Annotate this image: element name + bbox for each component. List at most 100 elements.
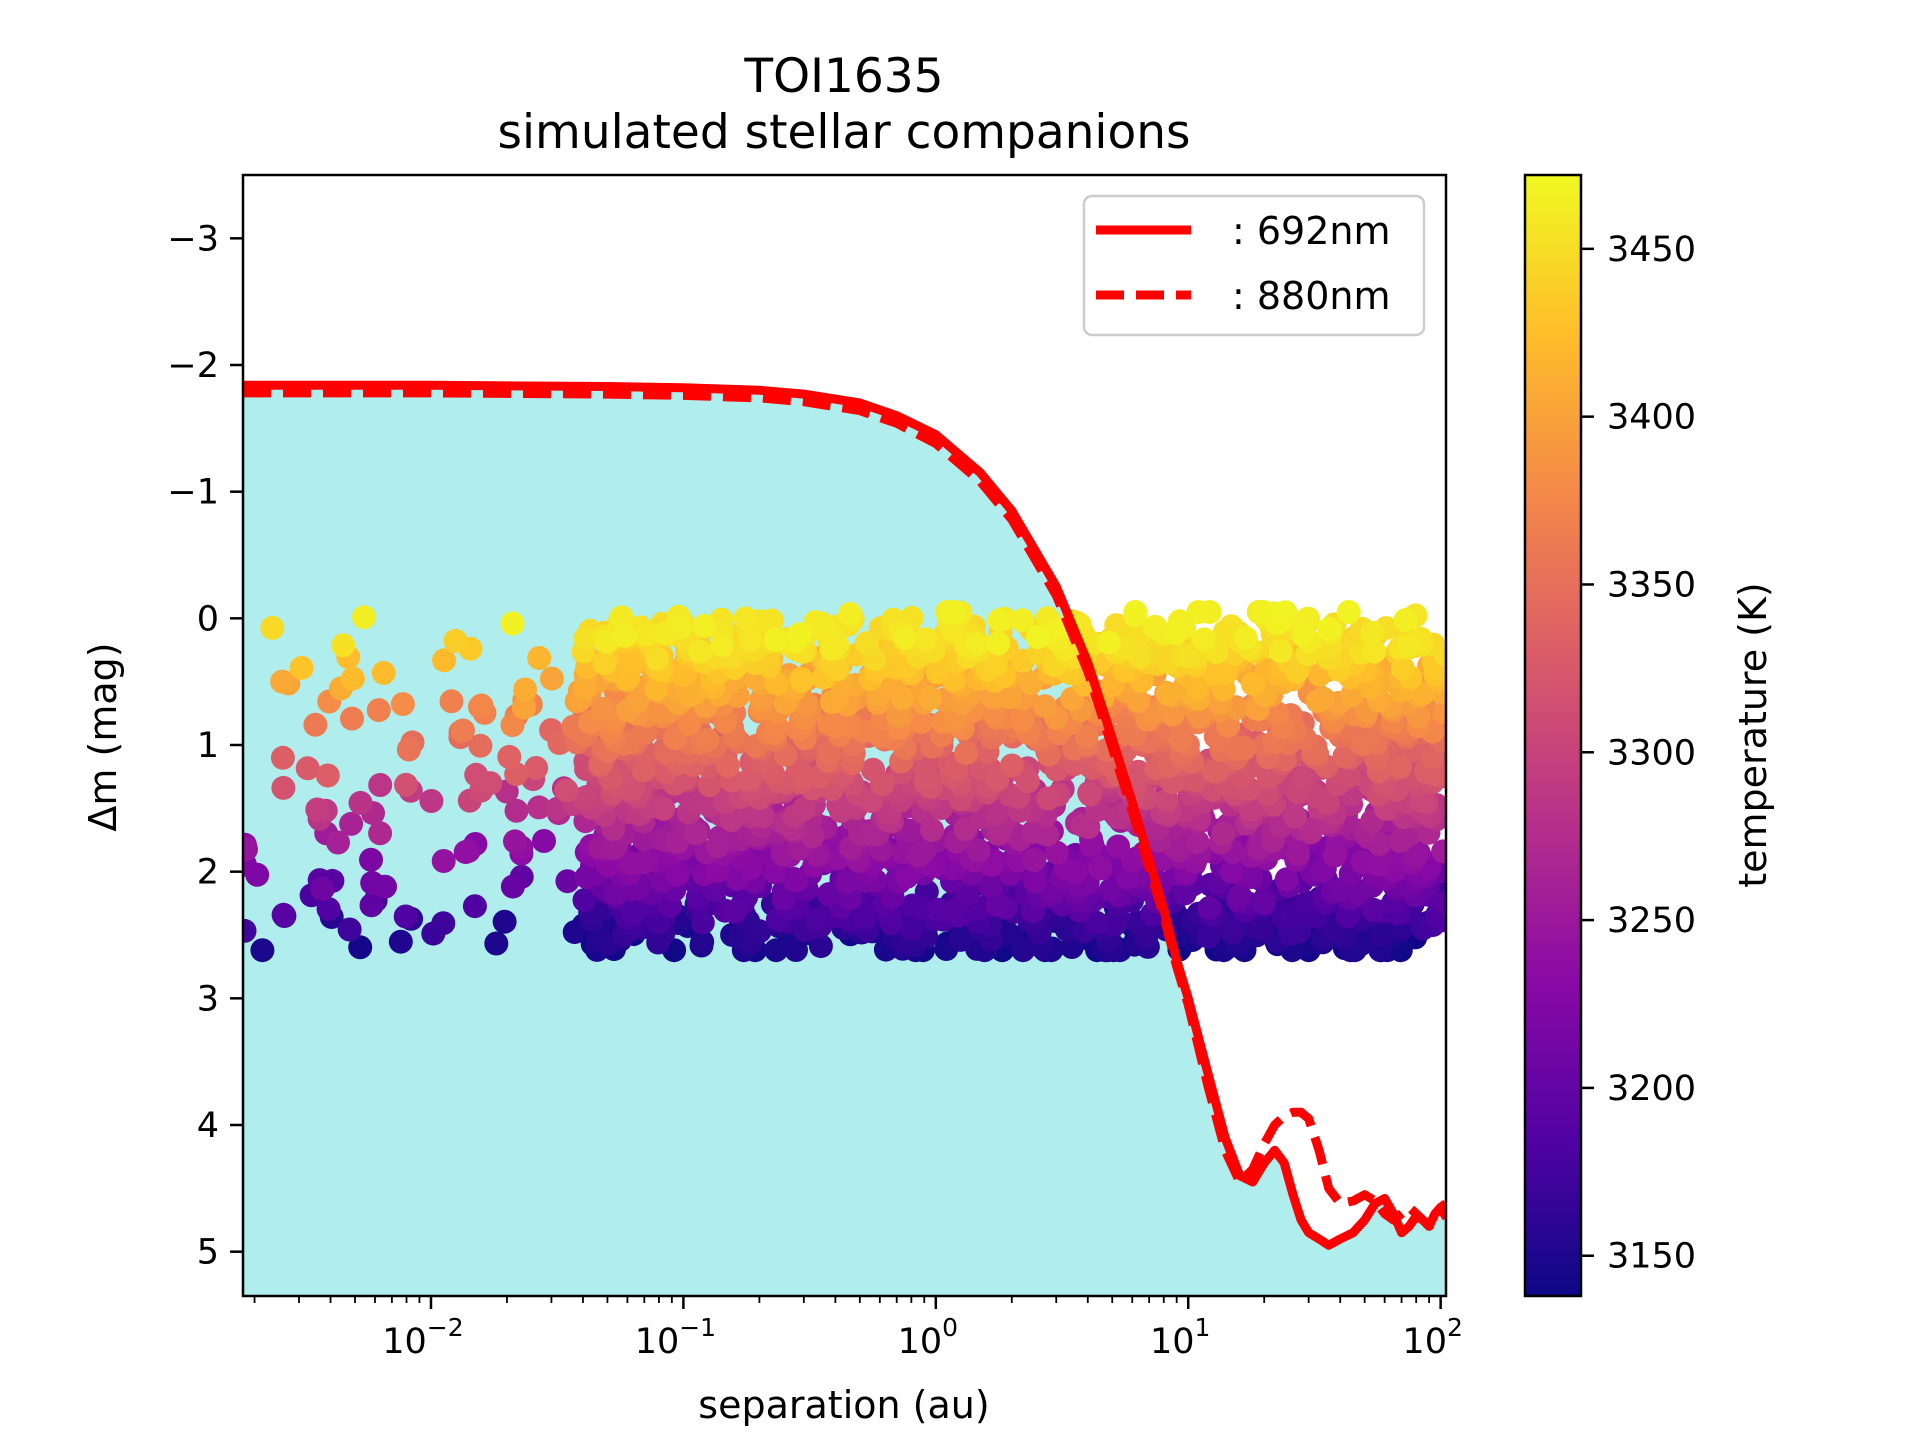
scatter-point bbox=[1196, 924, 1221, 949]
colorbar-tick-label: 3450 bbox=[1607, 230, 1696, 270]
legend-label-692nm: : 692nm bbox=[1232, 209, 1391, 253]
y-tick-label: 3 bbox=[197, 979, 219, 1019]
scatter-point bbox=[808, 934, 833, 959]
y-tick-label: −3 bbox=[167, 219, 219, 259]
scatter-point bbox=[747, 919, 772, 944]
scatter-point bbox=[695, 727, 720, 752]
scatter-point bbox=[1201, 759, 1226, 784]
scatter-point bbox=[890, 686, 915, 711]
x-tick-label: 100 bbox=[898, 1313, 958, 1362]
scatter-point bbox=[764, 938, 789, 963]
scatter-point bbox=[1143, 614, 1167, 639]
y-tick-label: 1 bbox=[197, 726, 219, 766]
scatter-point bbox=[948, 927, 973, 952]
scatter-point bbox=[1362, 639, 1387, 664]
scatter-point bbox=[1396, 633, 1421, 658]
colorbar-tick-label: 3150 bbox=[1607, 1237, 1696, 1277]
scatter-point bbox=[1227, 883, 1252, 908]
scatter-point bbox=[620, 776, 645, 800]
scatter-point bbox=[737, 767, 762, 792]
colorbar-tick-label: 3350 bbox=[1607, 565, 1696, 605]
scatter-point bbox=[504, 798, 529, 823]
scatter-point bbox=[431, 911, 456, 936]
scatter-point bbox=[388, 929, 413, 954]
scatter-point bbox=[913, 627, 938, 652]
scatter-point bbox=[1366, 852, 1391, 877]
scatter-point bbox=[511, 695, 536, 720]
scatter-point bbox=[838, 602, 863, 626]
scatter-point bbox=[1079, 833, 1104, 858]
scatter-point bbox=[359, 847, 383, 872]
scatter-point bbox=[1393, 608, 1418, 632]
y-tick-label: 5 bbox=[197, 1233, 219, 1273]
scatter-point bbox=[539, 666, 564, 691]
scatter-point bbox=[419, 789, 444, 813]
scatter-point bbox=[1339, 683, 1364, 708]
scatter-point bbox=[331, 633, 356, 658]
scatter-point bbox=[1274, 867, 1299, 892]
scatter-point bbox=[909, 710, 934, 735]
scatter-point bbox=[250, 938, 275, 963]
scatter-point bbox=[651, 796, 676, 821]
y-tick-label: 2 bbox=[197, 853, 219, 893]
scatter-point bbox=[453, 840, 478, 865]
scatter-point bbox=[462, 894, 487, 919]
scatter-point bbox=[722, 899, 747, 924]
scatter-point bbox=[348, 935, 373, 960]
scatter-point bbox=[1074, 724, 1099, 749]
scatter-point bbox=[1336, 600, 1361, 624]
scatter-point bbox=[1070, 813, 1095, 838]
colorbar-gradient bbox=[1525, 175, 1581, 1296]
scatter-point bbox=[337, 917, 362, 942]
colorbar: 3150 3200 3250 3300 3350 3400 3450 temperature… bbox=[1523, 173, 1775, 1298]
scatter-point bbox=[705, 834, 730, 859]
colorbar-tick-label: 3200 bbox=[1607, 1069, 1696, 1109]
scatter-point bbox=[1032, 694, 1057, 719]
scatter-point bbox=[497, 744, 522, 769]
scatter-point bbox=[900, 893, 925, 918]
scatter-point bbox=[1015, 769, 1040, 794]
plot-area bbox=[243, 380, 1446, 1296]
scatter-point bbox=[1022, 848, 1047, 873]
scatter-point bbox=[500, 611, 525, 636]
scatter-point bbox=[555, 869, 580, 894]
scatter-point bbox=[243, 837, 258, 862]
scatter-point bbox=[631, 850, 656, 875]
scatter-point bbox=[573, 626, 598, 651]
scatter-point bbox=[911, 838, 936, 863]
scatter-point bbox=[1185, 675, 1210, 700]
scatter-point bbox=[898, 818, 923, 843]
x-tick-label: 102 bbox=[1402, 1313, 1462, 1362]
scatter-point bbox=[854, 631, 879, 655]
colorbar-ticks: 3150 3200 3250 3300 3350 3400 3450 bbox=[1581, 230, 1696, 1277]
scatter-point bbox=[1282, 804, 1307, 829]
scatter-point bbox=[763, 627, 788, 652]
scatter-point bbox=[733, 606, 758, 631]
scatter-point bbox=[697, 773, 722, 798]
scatter-point bbox=[527, 646, 552, 670]
scatter-point bbox=[1123, 600, 1148, 624]
scatter-point bbox=[513, 677, 538, 702]
scatter-point bbox=[439, 689, 464, 714]
x-axis-label: separation (au) bbox=[698, 1383, 989, 1427]
scatter-point bbox=[1368, 923, 1393, 948]
scatter-point bbox=[787, 622, 812, 647]
scatter-point bbox=[817, 740, 842, 765]
scatter-point bbox=[305, 797, 330, 822]
scatter-point bbox=[1337, 764, 1362, 789]
y-tick-label: −1 bbox=[167, 473, 219, 513]
scatter-point bbox=[688, 639, 712, 664]
scatter-point bbox=[270, 669, 295, 694]
scatter-point bbox=[431, 849, 456, 873]
scatter-point bbox=[645, 646, 670, 671]
scatter-point bbox=[1388, 755, 1413, 780]
scatter-point bbox=[1361, 897, 1386, 922]
scatter-point bbox=[1025, 625, 1050, 650]
scatter-point bbox=[527, 795, 551, 820]
scatter-point bbox=[443, 628, 468, 653]
scatter-point bbox=[791, 797, 816, 821]
scatter-point bbox=[340, 706, 364, 731]
scatter-point bbox=[899, 916, 924, 941]
scatter-point bbox=[1096, 630, 1121, 655]
